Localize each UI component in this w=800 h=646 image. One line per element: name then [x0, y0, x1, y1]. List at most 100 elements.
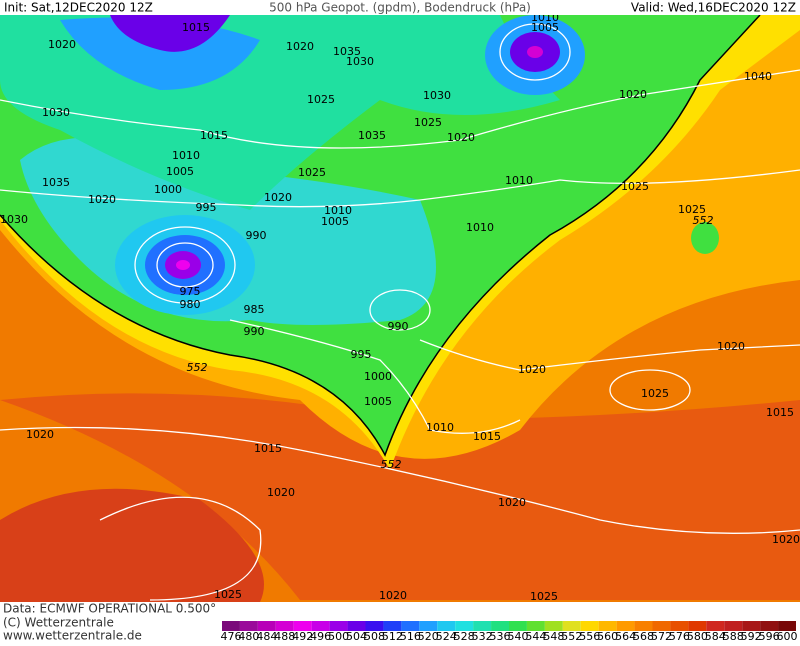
isobar-label: 1015: [254, 442, 282, 455]
isobar-label: 995: [196, 201, 217, 214]
colorbar-swatch: [688, 621, 707, 631]
isobar-label: 1030: [42, 106, 70, 119]
map-title: 500 hPa Geopot. (gpdm), Bodendruck (hPa): [269, 1, 531, 15]
colorbar: 4764804844884924965005045085125165205245…: [220, 621, 798, 643]
isobar-label: 1000: [154, 183, 182, 196]
isobar-label: 1025: [298, 166, 326, 179]
map: [0, 15, 800, 602]
colorbar-swatch: [329, 621, 348, 631]
colorbar-swatch: [401, 621, 420, 631]
isobar-label: 1025: [414, 116, 442, 129]
colorbar-swatch: [222, 621, 240, 631]
colorbar-label: 488: [274, 630, 295, 642]
isobar-label: 1015: [200, 129, 228, 142]
colorbar-swatch: [724, 621, 743, 631]
isobar-label: 1020: [264, 191, 292, 204]
colorbar-swatch: [616, 621, 635, 631]
isobar-label: 1040: [744, 70, 772, 83]
colorbar-label: 592: [741, 630, 762, 642]
colorbar-label: 572: [651, 630, 672, 642]
isobar-label: 1035: [42, 176, 70, 189]
colorbar-label: 596: [759, 630, 780, 642]
isobar-label: 1010: [172, 149, 200, 162]
contour-label: 552: [381, 458, 402, 471]
isobar-label: 1030: [0, 213, 28, 226]
colorbar-label: 500: [328, 630, 349, 642]
colorbar-label: 484: [256, 630, 277, 642]
isobar-label: 1025: [214, 588, 242, 601]
colorbar-label: 492: [292, 630, 313, 642]
isobar-label: 1025: [530, 590, 558, 603]
colorbar-swatch: [742, 621, 761, 631]
isobar-label: 1015: [473, 430, 501, 443]
colorbar-swatch: [706, 621, 725, 631]
isobar-label: 1025: [621, 180, 649, 193]
contour-label: 552: [187, 361, 208, 374]
isobar-label: 995: [351, 348, 372, 361]
valid-time: Valid: Wed,16DEC2020 12Z: [631, 1, 796, 15]
isobar-label: 1035: [333, 45, 361, 58]
colorbar-label: 532: [472, 630, 493, 642]
isobar-label: 990: [244, 325, 265, 338]
colorbar-swatch: [652, 621, 671, 631]
colorbar-label: 544: [525, 630, 546, 642]
colorbar-label: 476: [220, 630, 241, 642]
isobar-label: 1025: [678, 203, 706, 216]
isobar-label: 1020: [447, 131, 475, 144]
isobar-label: 1020: [379, 589, 407, 602]
isobar-label: 1020: [772, 533, 800, 546]
colorbar-swatch: [419, 621, 438, 631]
colorbar-label: 584: [705, 630, 726, 642]
isobar-labels: 1015 1020 1020 1035 1030 1010 1005 1040 1020 1030…: [0, 11, 800, 603]
colorbar-label: 528: [454, 630, 475, 642]
isobar-label: 1020: [286, 40, 314, 53]
colorbar-swatch: [257, 621, 276, 631]
colorbar-swatch: [383, 621, 402, 631]
colorbar-swatch: [311, 621, 330, 631]
isobar-label: 1035: [358, 129, 386, 142]
isobar-label: 1005: [531, 21, 559, 34]
colorbar-swatch: [778, 621, 796, 631]
colorbar-swatch: [365, 621, 384, 631]
isobar-label: 1015: [182, 21, 210, 34]
isobar-label: 1005: [166, 165, 194, 178]
colorbar-swatch: [670, 621, 689, 631]
colorbar-label: 504: [346, 630, 367, 642]
isobar-label: 1010: [426, 421, 454, 434]
colorbar-swatch: [634, 621, 653, 631]
colorbar-label: 512: [382, 630, 403, 642]
colorbar-label: 520: [418, 630, 439, 642]
isobar-label: 1025: [307, 93, 335, 106]
isobar-label: 1010: [466, 221, 494, 234]
colorbar-label: 496: [310, 630, 331, 642]
colorbar-swatch: [275, 621, 294, 631]
colorbar-label: 508: [364, 630, 385, 642]
colorbar-swatch: [455, 621, 474, 631]
colorbar-label: 568: [633, 630, 654, 642]
isobar-label: 1020: [717, 340, 745, 353]
isobar-label: 1000: [364, 370, 392, 383]
colorbar-label: 556: [579, 630, 600, 642]
colorbar-swatch: [544, 621, 563, 631]
colorbar-swatch: [347, 621, 366, 631]
colorbar-swatch: [491, 621, 509, 631]
isobar-label: 1020: [88, 193, 116, 206]
isobar-label: 1020: [26, 428, 54, 441]
isobar-label: 990: [246, 229, 267, 242]
colorbar-label: 548: [543, 630, 564, 642]
colorbar-swatch: [437, 621, 456, 631]
colorbar-label: 552: [561, 630, 582, 642]
colorbar-label: 536: [490, 630, 511, 642]
colorbar-swatch: [562, 621, 581, 631]
contour-label: 552: [693, 214, 714, 227]
isobar-label: 1010: [324, 204, 352, 217]
colorbar-label: 480: [238, 630, 259, 642]
colorbar-label: 540: [507, 630, 528, 642]
isobar-label: 1020: [619, 88, 647, 101]
isobar-label: 1025: [641, 387, 669, 400]
isobar-label: 1010: [505, 174, 533, 187]
colorbar-swatch: [239, 621, 258, 631]
colorbar-swatch: [473, 621, 492, 631]
isobar-label: 1030: [423, 89, 451, 102]
